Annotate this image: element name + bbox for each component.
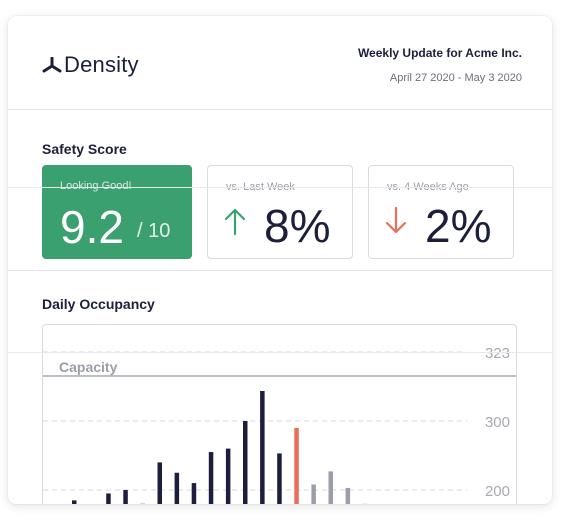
score-status-label: Looking Good! [60,180,132,192]
occupancy-bar-current [294,427,299,504]
occupancy-bar [106,493,111,504]
occupancy-bar-projected [328,471,333,504]
header-divider [8,109,552,110]
report-header: Weekly Update for Acme Inc. April 27 202… [358,46,522,84]
occupancy-bar [191,483,197,504]
arrow-down-icon [385,206,407,234]
occupancy-bar-projected [311,484,316,504]
occupancy-bar [72,500,77,504]
vs-four-weeks-box: vs. 4 Weeks Ago 2% [368,165,514,259]
occupancy-bar [123,490,128,504]
occupancy-bar [277,453,282,504]
occupancy-bar [157,462,162,504]
vs-last-week-box: vs. Last Week 8% [207,165,353,259]
weekly-update-card: Density Weekly Update for Acme Inc. Apri… [8,16,552,504]
y-tick-label: 300 [485,414,510,431]
density-logo-icon [42,57,62,73]
guide-line [8,187,552,188]
density-logo: Density [42,52,139,78]
report-date-range: April 27 2020 - May 3 2020 [389,72,522,84]
arrow-up-icon [224,208,246,236]
occupancy-bar [260,391,265,504]
occupancy-bar [225,448,231,504]
vs-last-week-value: 8% [264,200,331,252]
report-title: Weekly Update for Acme Inc. [357,46,522,60]
occupancy-chart-svg: 323 300 200 Capacity [43,345,516,504]
y-tick-label: 200 [485,483,510,500]
capacity-label: Capacity [59,359,118,375]
occupancy-bar [243,421,248,504]
occupancy-bar-projected [345,487,351,504]
logo-text: Density [64,52,139,77]
vs-four-weeks-value: 2% [425,200,492,252]
daily-occupancy-title: Daily Occupancy [42,296,155,312]
safety-score-box: Looking Good! 9.2 / 10 [42,165,192,259]
safety-score-title: Safety Score [42,141,127,157]
y-tick-label: 323 [485,345,510,362]
score-value: 9.2 [60,201,124,253]
section-divider [8,270,552,271]
occupancy-bar [174,472,180,504]
occupancy-chart: 323 300 200 Capacity [42,324,517,504]
score-denominator: / 10 [137,220,171,242]
occupancy-bar [208,452,214,504]
guide-line [8,352,552,353]
